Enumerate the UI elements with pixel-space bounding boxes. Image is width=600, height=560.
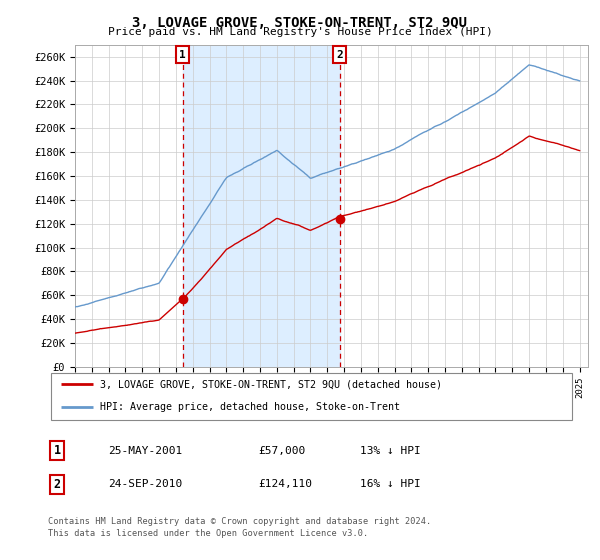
Text: 3, LOVAGE GROVE, STOKE-ON-TRENT, ST2 9QU (detached house): 3, LOVAGE GROVE, STOKE-ON-TRENT, ST2 9QU… — [100, 379, 442, 389]
Text: £124,110: £124,110 — [258, 479, 312, 489]
Text: 1: 1 — [53, 444, 61, 458]
Bar — [182, 45, 340, 367]
Text: HPI: Average price, detached house, Stoke-on-Trent: HPI: Average price, detached house, Stok… — [100, 402, 400, 412]
FancyBboxPatch shape — [50, 374, 572, 419]
Text: 2: 2 — [336, 50, 343, 59]
Text: 3, LOVAGE GROVE, STOKE-ON-TRENT, ST2 9QU: 3, LOVAGE GROVE, STOKE-ON-TRENT, ST2 9QU — [133, 16, 467, 30]
Text: 16% ↓ HPI: 16% ↓ HPI — [360, 479, 421, 489]
Text: Price paid vs. HM Land Registry's House Price Index (HPI): Price paid vs. HM Land Registry's House … — [107, 27, 493, 37]
Text: 13% ↓ HPI: 13% ↓ HPI — [360, 446, 421, 456]
Text: This data is licensed under the Open Government Licence v3.0.: This data is licensed under the Open Gov… — [48, 529, 368, 538]
Text: 25-MAY-2001: 25-MAY-2001 — [108, 446, 182, 456]
Text: 24-SEP-2010: 24-SEP-2010 — [108, 479, 182, 489]
Text: Contains HM Land Registry data © Crown copyright and database right 2024.: Contains HM Land Registry data © Crown c… — [48, 517, 431, 526]
Text: 2: 2 — [53, 478, 61, 491]
Text: 1: 1 — [179, 50, 186, 59]
Text: £57,000: £57,000 — [258, 446, 305, 456]
